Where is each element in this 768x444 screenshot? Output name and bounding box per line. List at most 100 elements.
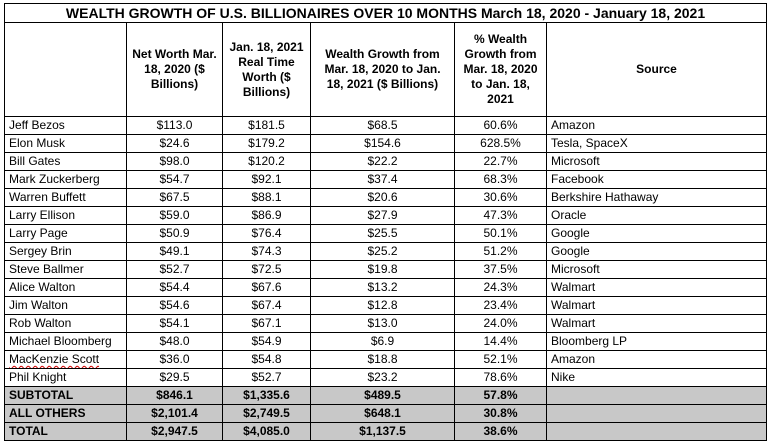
summary-row: ALL OTHERS $2,101.4 $2,749.5 $648.1 30.8% [4, 404, 768, 423]
cell-source: Bloomberg LP [545, 332, 768, 351]
cell-real-time: $67.4 [222, 296, 311, 315]
cell-name: Jim Walton [4, 296, 127, 315]
cell-pct: 22.7% [454, 152, 547, 171]
cell-pct: 50.1% [454, 224, 547, 243]
cell-real-time: $76.4 [222, 224, 311, 243]
cell-name: Jeff Bezos [4, 116, 127, 135]
cell-source: Facebook [545, 170, 768, 189]
cell-real-time: $52.7 [222, 368, 311, 387]
document-page: WEALTH GROWTH OF U.S. BILLIONAIRES OVER … [3, 3, 768, 441]
cell-real-time: $179.2 [222, 134, 311, 153]
cell-net-worth: $846.1 [126, 386, 223, 405]
cell-real-time: $88.1 [222, 188, 311, 207]
cell-real-time: $67.6 [222, 278, 311, 297]
cell-real-time: $1,335.6 [222, 386, 311, 405]
cell-pct: 30.8% [454, 404, 547, 423]
table-row: Sergey Brin $49.1 $74.3 $25.2 51.2% Google [4, 242, 768, 261]
billionaires-wealth-table: WEALTH GROWTH OF U.S. BILLIONAIRES OVER … [3, 3, 768, 441]
cell-name: ALL OTHERS [4, 404, 127, 423]
cell-source: Google [545, 242, 768, 261]
cell-growth: $25.2 [310, 242, 455, 261]
cell-net-worth: $36.0 [126, 350, 223, 369]
cell-growth: $37.4 [310, 170, 455, 189]
cell-source: Google [545, 224, 768, 243]
cell-source: Walmart [545, 278, 768, 297]
cell-name: TOTAL [4, 422, 127, 441]
cell-net-worth: $54.7 [126, 170, 223, 189]
cell-real-time: $54.8 [222, 350, 311, 369]
header-name [4, 22, 127, 117]
cell-real-time: $67.1 [222, 314, 311, 333]
summary-row: TOTAL $2,947.5 $4,085.0 $1,137.5 38.6% [4, 422, 768, 441]
cell-source [545, 386, 768, 405]
cell-net-worth: $49.1 [126, 242, 223, 261]
cell-net-worth: $54.4 [126, 278, 223, 297]
summary-row: SUBTOTAL $846.1 $1,335.6 $489.5 57.8% [4, 386, 768, 405]
cell-pct: 60.6% [454, 116, 547, 135]
cell-net-worth: $54.1 [126, 314, 223, 333]
cell-name: Mark Zuckerberg [4, 170, 127, 189]
cell-source: Amazon [545, 350, 768, 369]
cell-growth: $23.2 [310, 368, 455, 387]
cell-pct: 14.4% [454, 332, 547, 351]
cell-growth: $154.6 [310, 134, 455, 153]
table-row: Mark Zuckerberg $54.7 $92.1 $37.4 68.3% Faceb… [4, 170, 768, 189]
cell-net-worth: $2,101.4 [126, 404, 223, 423]
table-title: WEALTH GROWTH OF U.S. BILLIONAIRES OVER … [3, 3, 768, 23]
cell-growth: $20.6 [310, 188, 455, 207]
cell-pct: 24.3% [454, 278, 547, 297]
cell-pct: 57.8% [454, 386, 547, 405]
cell-growth: $68.5 [310, 116, 455, 135]
cell-pct: 38.6% [454, 422, 547, 441]
cell-pct: 78.6% [454, 368, 547, 387]
table-row: Elon Musk $24.6 $179.2 $154.6 628.5% Tesla, S… [4, 134, 768, 153]
cell-net-worth: $98.0 [126, 152, 223, 171]
cell-name: Michael Bloomberg [4, 332, 127, 351]
cell-real-time: $120.2 [222, 152, 311, 171]
cell-real-time: $4,085.0 [222, 422, 311, 441]
header-real-time-worth: Jan. 18, 2021 Real Time Worth ($ Billion… [222, 22, 311, 117]
cell-growth: $648.1 [310, 404, 455, 423]
cell-name: Warren Buffett [4, 188, 127, 207]
cell-growth: $18.8 [310, 350, 455, 369]
cell-name: Bill Gates [4, 152, 127, 171]
cell-real-time: $92.1 [222, 170, 311, 189]
header-source: Source [545, 22, 768, 117]
table-row: Warren Buffett $67.5 $88.1 $20.6 30.6% Berksh… [4, 188, 768, 207]
cell-net-worth: $50.9 [126, 224, 223, 243]
cell-pct: 30.6% [454, 188, 547, 207]
table-row: Phil Knight $29.5 $52.7 $23.2 78.6% Nike [4, 368, 768, 387]
cell-net-worth: $29.5 [126, 368, 223, 387]
cell-net-worth: $113.0 [126, 116, 223, 135]
cell-pct: 628.5% [454, 134, 547, 153]
cell-growth: $12.8 [310, 296, 455, 315]
cell-pct: 23.4% [454, 296, 547, 315]
cell-source: Tesla, SpaceX [545, 134, 768, 153]
cell-pct: 51.2% [454, 242, 547, 261]
cell-pct: 37.5% [454, 260, 547, 279]
cell-net-worth: $59.0 [126, 206, 223, 225]
cell-real-time: $181.5 [222, 116, 311, 135]
cell-name: Phil Knight [4, 368, 127, 387]
cell-name: Steve Ballmer [4, 260, 127, 279]
cell-growth: $6.9 [310, 332, 455, 351]
cell-source: Walmart [545, 296, 768, 315]
cell-real-time: $54.9 [222, 332, 311, 351]
cell-name: Sergey Brin [4, 242, 127, 261]
cell-name: Elon Musk [4, 134, 127, 153]
cell-net-worth: $54.6 [126, 296, 223, 315]
cell-name: Alice Walton [4, 278, 127, 297]
cell-net-worth: $48.0 [126, 332, 223, 351]
cell-source: Berkshire Hathaway [545, 188, 768, 207]
cell-net-worth: $24.6 [126, 134, 223, 153]
cell-real-time: $72.5 [222, 260, 311, 279]
cell-name: MacKenzie Scott [4, 350, 127, 369]
header-wealth-growth: Wealth Growth from Mar. 18, 2020 to Jan.… [310, 22, 455, 117]
cell-source: Microsoft [545, 260, 768, 279]
cell-growth: $13.2 [310, 278, 455, 297]
table-row: Jeff Bezos $113.0 $181.5 $68.5 60.6% Amazon [4, 116, 768, 135]
cell-growth: $27.9 [310, 206, 455, 225]
cell-source: Amazon [545, 116, 768, 135]
cell-growth: $22.2 [310, 152, 455, 171]
table-row: MacKenzie Scott $36.0 $54.8 $18.8 52.1% Amazo… [4, 350, 768, 369]
